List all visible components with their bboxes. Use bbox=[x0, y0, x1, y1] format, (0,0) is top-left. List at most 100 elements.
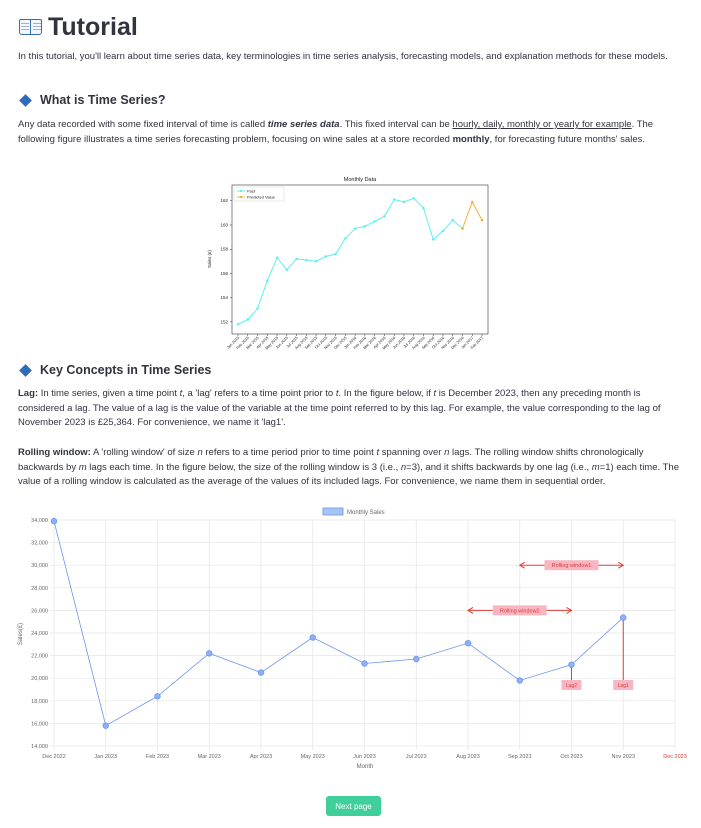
y-tick-label: 152 bbox=[220, 319, 228, 324]
y-tick-label: 34,000 bbox=[31, 518, 48, 524]
past-data-point bbox=[392, 198, 396, 201]
x-tick-label: Oct 2023 bbox=[560, 754, 582, 760]
y-axis-label: Sales(£) bbox=[18, 623, 24, 645]
x-axis-label: Month bbox=[357, 764, 374, 770]
past-data-point bbox=[236, 323, 240, 326]
x-tick-label: Aug 2023 bbox=[456, 754, 480, 760]
time-series-paragraph: Any data recorded with some fixed interv… bbox=[18, 119, 654, 145]
sales-data-point bbox=[206, 650, 213, 657]
past-data-point bbox=[314, 260, 318, 263]
legend-label-predicted: Predicted Value bbox=[247, 195, 276, 200]
blue-diamond-icon bbox=[19, 364, 32, 378]
term-rolling-window: Rolling window: bbox=[18, 447, 91, 458]
past-data-point bbox=[305, 258, 308, 262]
chart-title: Monthly Data bbox=[344, 177, 377, 183]
x-tick-label: Sep 2023 bbox=[508, 754, 532, 760]
next-page-button[interactable]: Next page bbox=[326, 796, 381, 816]
section-heading-time-series: What is Time Series? bbox=[18, 91, 166, 110]
x-tick-label: Feb 2023 bbox=[146, 754, 169, 760]
past-data-point bbox=[275, 256, 279, 259]
monthly-sales-lag-chart: Monthly Sales 14,000 16,000 18,000 20,000 22… bbox=[18, 507, 687, 770]
past-data-point bbox=[451, 218, 454, 222]
x-tick-label: May 2023 bbox=[301, 754, 325, 760]
past-data-point bbox=[256, 307, 259, 310]
past-data-point bbox=[441, 229, 445, 233]
open-book-icon bbox=[18, 16, 44, 38]
section-heading-key-concepts: Key Concepts in Time Series bbox=[18, 361, 211, 380]
page-header: Tutorial bbox=[18, 8, 138, 47]
plot-frame bbox=[231, 184, 489, 335]
y-tick-label: 156 bbox=[220, 271, 228, 276]
lag-paragraph: Lag: In time series, given a time point … bbox=[18, 388, 661, 429]
sales-data-point bbox=[50, 517, 58, 525]
rolling-window-label-box bbox=[544, 560, 599, 571]
rolling-window-label-box bbox=[492, 605, 547, 616]
past-data-point bbox=[432, 238, 435, 241]
past-data-point bbox=[363, 224, 367, 228]
legend-label-past: Past bbox=[247, 189, 256, 194]
section-title: Key Concepts in Time Series bbox=[40, 363, 212, 377]
rolling-window-label: Rolling window1 bbox=[552, 563, 592, 569]
x-tick-label: Jul 2023 bbox=[406, 754, 427, 760]
page-title: Tutorial bbox=[48, 13, 138, 41]
sales-data-point bbox=[464, 639, 472, 647]
y-tick-label: 160 bbox=[220, 222, 228, 227]
rolling-window-paragraph: Rolling window: A 'rolling window' of si… bbox=[18, 447, 679, 488]
intro-paragraph: In this tutorial, you'll learn about tim… bbox=[18, 51, 668, 62]
lag-label: Lag1 bbox=[618, 683, 629, 689]
y-tick-label: 30,000 bbox=[31, 563, 48, 569]
past-data-point bbox=[246, 318, 249, 321]
legend-label-monthly-sales: Monthly Sales bbox=[347, 510, 385, 516]
past-data-point bbox=[324, 255, 328, 258]
past-data-point bbox=[334, 252, 337, 256]
x-tick-label: Jan 2023 bbox=[94, 754, 117, 760]
predicted-data-point bbox=[461, 227, 464, 230]
term-time-series-data: time series data bbox=[267, 119, 340, 130]
chart-legend: Past Predicted Value bbox=[233, 186, 285, 202]
sales-data-point bbox=[257, 669, 265, 676]
y-axis-label: Sales (£) bbox=[207, 249, 212, 268]
sales-data-point bbox=[413, 655, 420, 663]
monthly-data-chart: Monthly Data Sales (£) 152 154 156 158 160 16… bbox=[207, 177, 489, 351]
past-data-point bbox=[422, 206, 425, 210]
x-tick-label: Dec 2022 bbox=[42, 754, 66, 760]
y-tick-label: 20,000 bbox=[31, 676, 48, 682]
past-data-point bbox=[285, 268, 288, 271]
sales-data-point bbox=[516, 677, 523, 684]
monthly-sales-line bbox=[53, 521, 624, 727]
x-tick-label: Mar 2023 bbox=[198, 754, 221, 760]
arrow-right-icon bbox=[617, 561, 625, 569]
sales-data-point bbox=[361, 660, 368, 667]
y-tick-label: 14,000 bbox=[31, 744, 48, 750]
x-tick-label: Jun 2023 bbox=[353, 754, 376, 760]
y-tick-label: 18,000 bbox=[31, 699, 48, 705]
lag-label: Lag2 bbox=[566, 683, 577, 689]
chart-legend[interactable]: Monthly Sales bbox=[322, 507, 385, 516]
predicted-data-point bbox=[480, 218, 484, 222]
sales-data-point bbox=[620, 614, 627, 621]
y-tick-label: 22,000 bbox=[31, 654, 48, 660]
past-data-point bbox=[402, 200, 406, 204]
y-tick-label: 158 bbox=[220, 247, 228, 252]
arrow-left-icon bbox=[518, 561, 526, 569]
y-tick-label: 162 bbox=[220, 198, 228, 203]
past-data-point bbox=[353, 227, 357, 230]
y-tick-label: 28,000 bbox=[31, 586, 48, 592]
sales-data-point bbox=[568, 661, 575, 668]
past-data-point bbox=[266, 279, 269, 282]
sales-data-point bbox=[154, 693, 161, 700]
blue-diamond-icon bbox=[19, 94, 32, 108]
past-data-point bbox=[412, 197, 415, 200]
past-data-point bbox=[383, 215, 386, 218]
y-tick-label: 24,000 bbox=[31, 631, 48, 637]
past-series-line bbox=[237, 197, 463, 325]
x-tick-label: Dec 2023 bbox=[663, 754, 687, 760]
past-data-point bbox=[373, 220, 376, 223]
y-tick-label: 26,000 bbox=[31, 608, 48, 614]
rolling-window-label: Rolling window2 bbox=[500, 608, 540, 614]
sales-data-point bbox=[309, 634, 316, 641]
interval-examples-link[interactable]: hourly, daily, monthly or yearly for exa… bbox=[452, 119, 632, 130]
sales-data-point bbox=[102, 722, 109, 729]
predicted-data-point bbox=[471, 200, 474, 204]
section-title: What is Time Series? bbox=[40, 93, 166, 107]
